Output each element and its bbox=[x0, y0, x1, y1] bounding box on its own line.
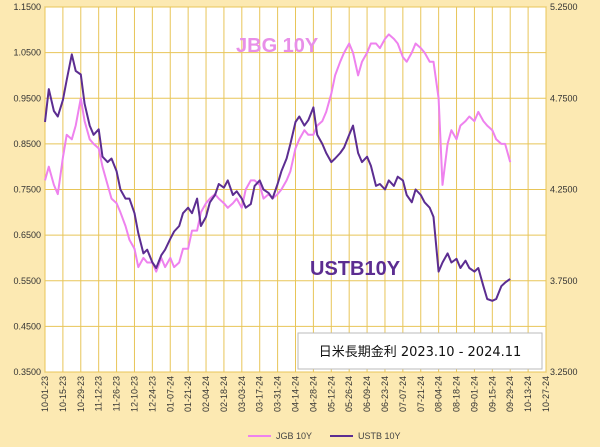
x-axis-tick-label: 06-23-24 bbox=[380, 376, 390, 412]
right-axis-tick-label: 5.2500 bbox=[550, 2, 578, 12]
left-axis-tick-label: 0.9500 bbox=[13, 93, 41, 103]
x-axis-tick-label: 11-12-23 bbox=[94, 376, 104, 411]
title-box: 日米長期金利 2023.10 - 2024.11 bbox=[297, 332, 543, 370]
x-axis-tick-label: 07-07-24 bbox=[398, 376, 408, 412]
x-axis-tick-label: 02-18-24 bbox=[219, 376, 229, 412]
right-axis-tick-label: 3.2500 bbox=[550, 367, 578, 377]
left-axis-tick-label: 0.4500 bbox=[13, 321, 41, 331]
right-axis-tick-label: 3.7500 bbox=[550, 276, 578, 286]
right-axis-ticks: 3.2500 3.7500 4.2500 4.7500 5.2500 bbox=[550, 2, 578, 377]
x-axis-tick-label: 01-21-24 bbox=[183, 376, 193, 412]
series-lines bbox=[44, 33, 512, 302]
right-axis-tick-label: 4.2500 bbox=[550, 185, 578, 195]
left-axis-tick-label: 0.6500 bbox=[13, 230, 41, 240]
x-axis-tick-label: 09-15-24 bbox=[487, 376, 497, 412]
x-axis-tick-label: 05-26-24 bbox=[344, 376, 354, 412]
jgb-series-label: JBG 10Y bbox=[236, 35, 319, 57]
x-axis-tick-label: 07-21-24 bbox=[416, 376, 426, 412]
x-axis-tick-label: 10-01-23 bbox=[40, 376, 50, 412]
chart-title: 日米長期金利 2023.10 - 2024.11 bbox=[319, 344, 522, 360]
ustb-10y-line bbox=[44, 53, 511, 302]
left-axis-tick-label: 0.5500 bbox=[13, 276, 41, 286]
x-axis-tick-label: 03-03-24 bbox=[237, 376, 247, 412]
left-axis-tick-label: 1.0500 bbox=[13, 48, 41, 58]
left-axis-tick-label: 0.7500 bbox=[13, 185, 41, 195]
legend-label-jgb: JGB 10Y bbox=[276, 431, 312, 441]
x-axis-tick-label: 10-27-24 bbox=[541, 376, 551, 412]
left-axis-tick-label: 1.1500 bbox=[13, 2, 41, 12]
x-axis-tick-label: 08-04-24 bbox=[434, 376, 444, 412]
ustb-series-label: USTB10Y bbox=[310, 258, 401, 280]
x-axis-tick-label: 09-01-24 bbox=[469, 376, 479, 412]
x-axis-ticks: 10-01-23 10-15-23 10-29-23 11-12-23 11-26-23… bbox=[40, 376, 551, 412]
x-axis-tick-label: 04-28-24 bbox=[308, 376, 318, 412]
x-axis-tick-label: 02-04-24 bbox=[201, 376, 211, 412]
x-axis-tick-label: 04-14-24 bbox=[291, 376, 301, 412]
legend-label-ustb: USTB 10Y bbox=[358, 431, 401, 441]
x-axis-tick-label: 12-10-23 bbox=[129, 376, 139, 412]
x-axis-tick-label: 09-29-24 bbox=[505, 376, 515, 412]
x-axis-tick-label: 10-29-23 bbox=[76, 376, 86, 412]
x-axis-tick-label: 06-09-24 bbox=[362, 376, 372, 412]
left-axis-tick-label: 0.8500 bbox=[13, 139, 41, 149]
x-axis-tick-label: 12-24-23 bbox=[147, 376, 157, 412]
jgb-10y-line bbox=[44, 33, 512, 273]
left-axis-ticks: 0.3500 0.4500 0.5500 0.6500 0.7500 0.8500 0.95… bbox=[13, 2, 41, 377]
gridlines bbox=[44, 6, 547, 373]
right-axis-tick-label: 4.7500 bbox=[550, 93, 578, 103]
x-axis-tick-label: 11-26-23 bbox=[112, 376, 122, 411]
left-axis-tick-label: 0.3500 bbox=[13, 367, 41, 377]
x-axis-tick-label: 05-12-24 bbox=[326, 376, 336, 412]
x-axis-tick-label: 10-13-24 bbox=[523, 376, 533, 412]
x-axis-tick-label: 01-07-24 bbox=[165, 376, 175, 412]
legend: JGB 10Y USTB 10Y bbox=[248, 431, 401, 441]
x-axis-tick-label: 03-17-24 bbox=[255, 376, 265, 412]
x-axis-tick-label: 03-31-24 bbox=[273, 376, 283, 412]
x-axis-tick-label: 10-15-23 bbox=[58, 376, 68, 412]
x-axis-tick-label: 08-18-24 bbox=[452, 376, 462, 412]
